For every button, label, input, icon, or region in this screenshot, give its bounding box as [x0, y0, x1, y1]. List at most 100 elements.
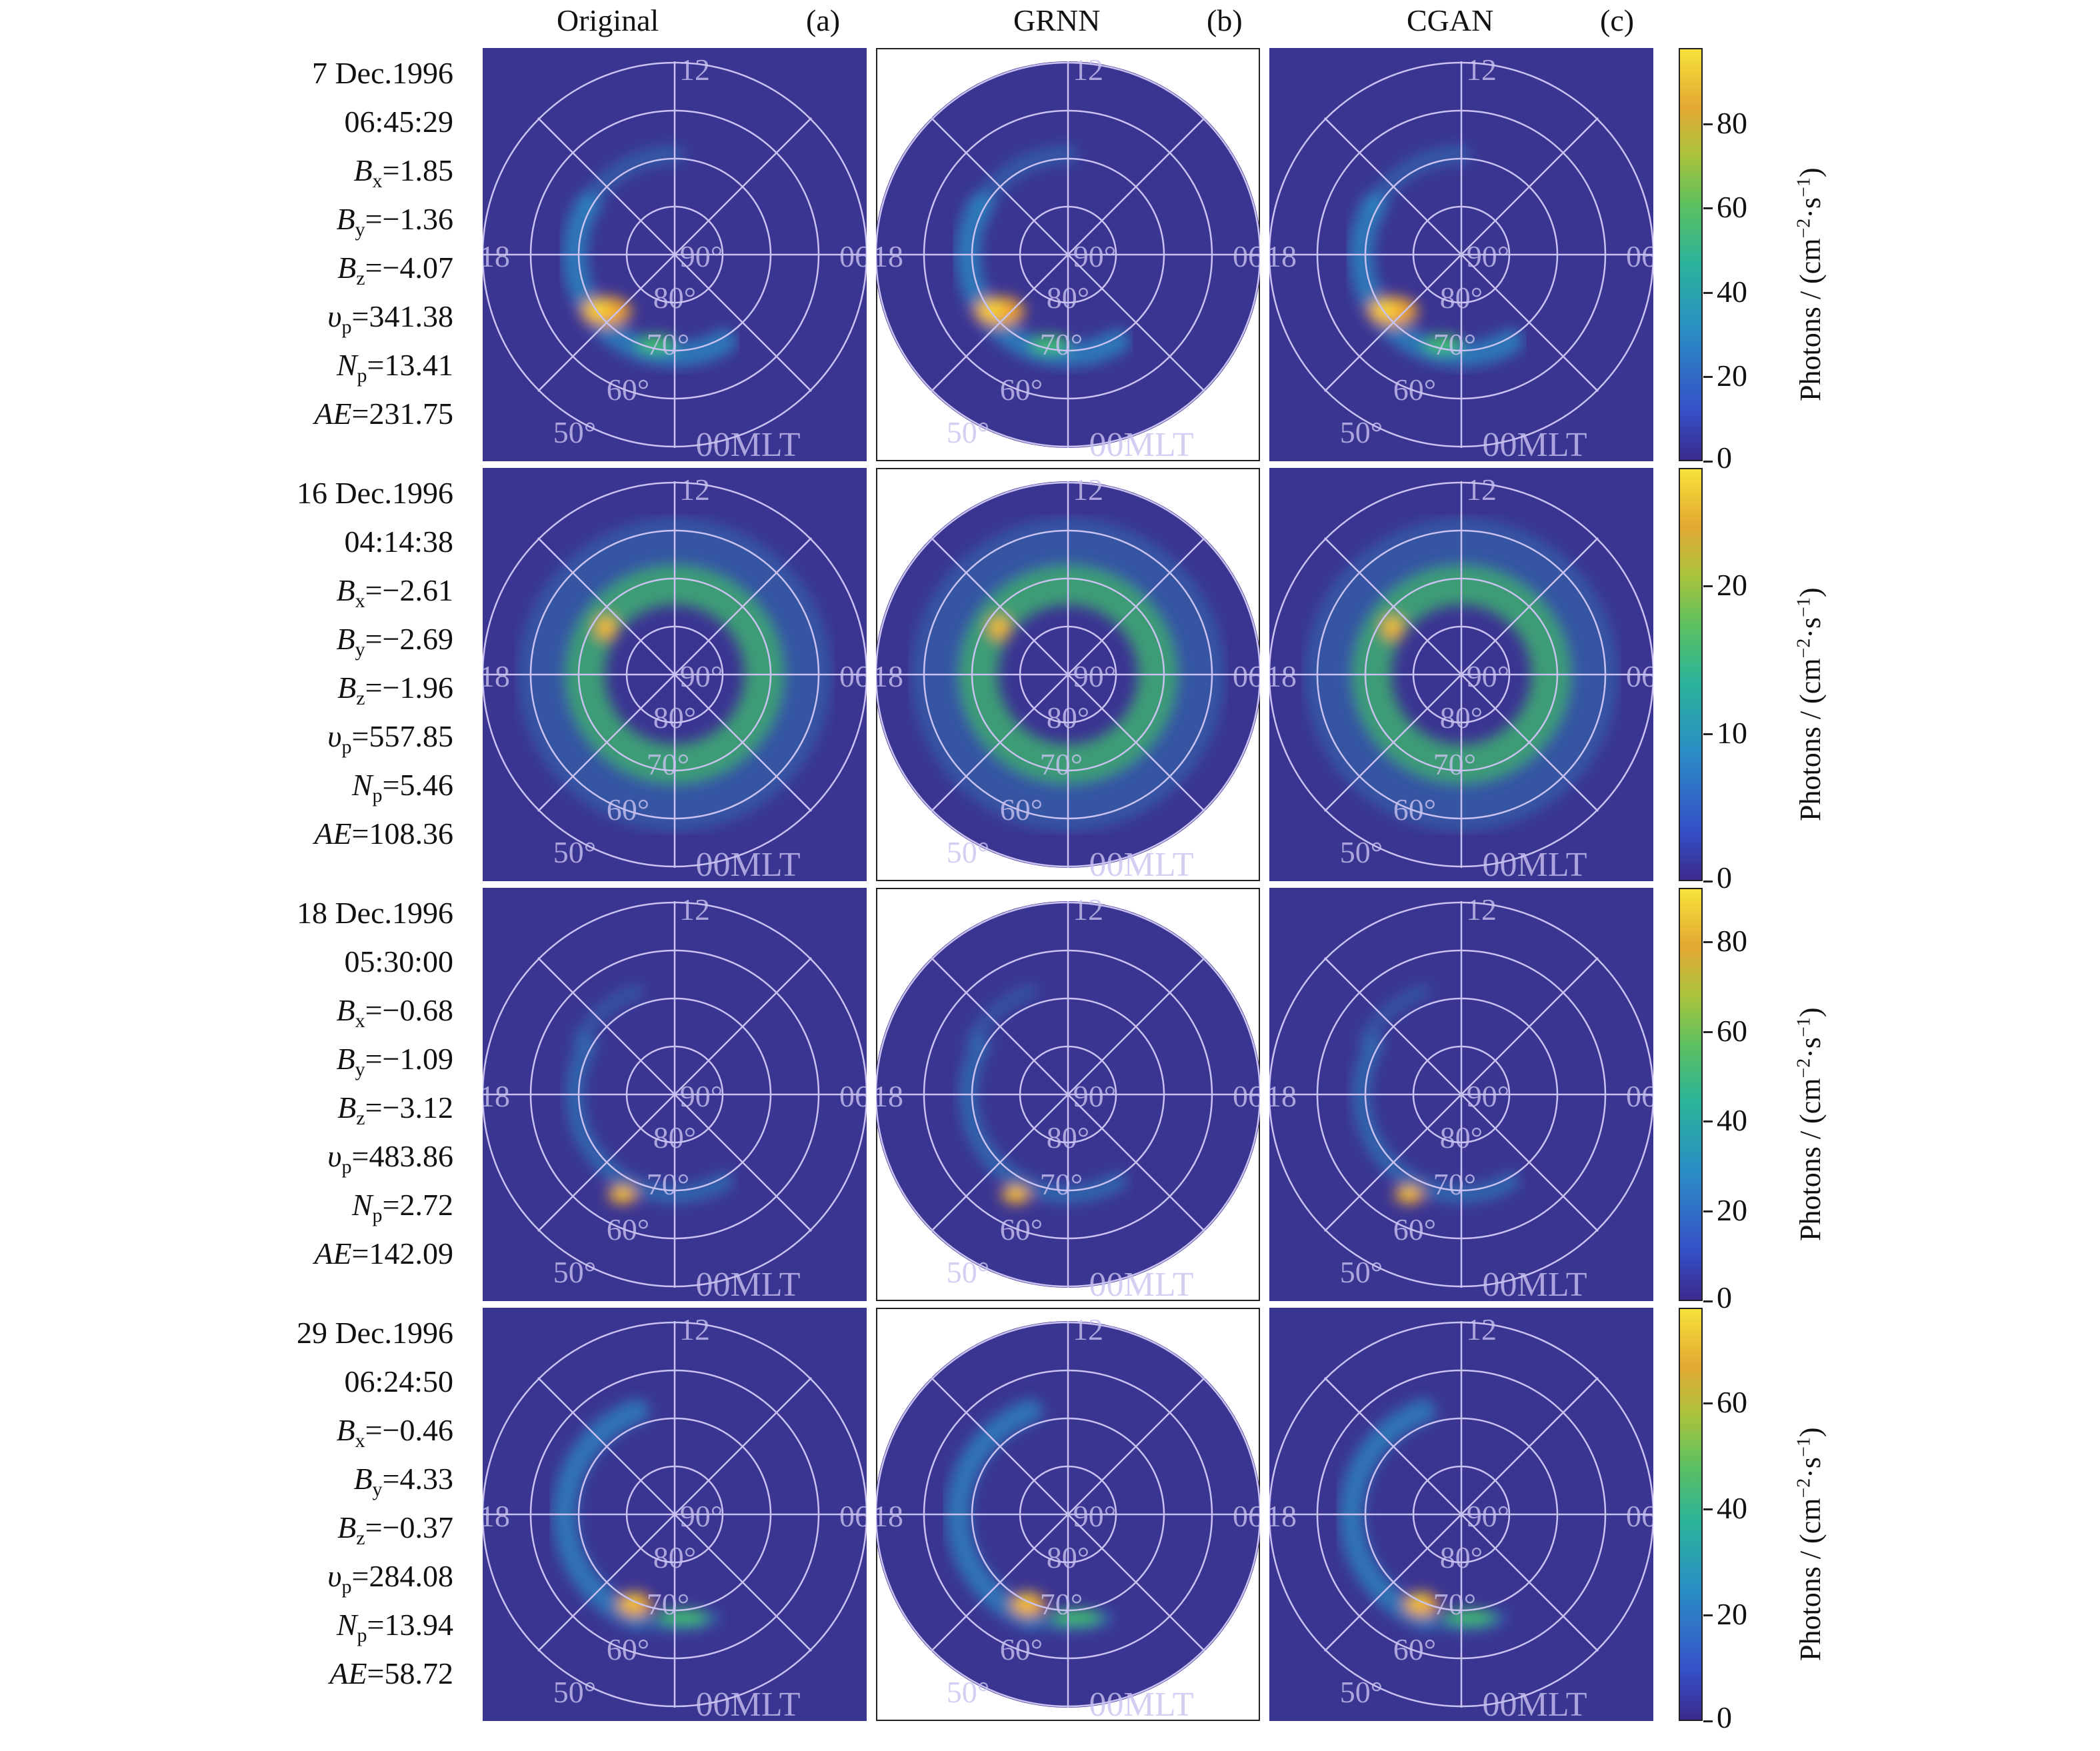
param-subscript: y	[355, 639, 365, 661]
mlt-label-00: 00MLT	[1089, 426, 1194, 461]
mlt-label-12: 12	[679, 892, 710, 926]
param-symbol: υ	[327, 1559, 342, 1593]
mlt-label-00: 00MLT	[1089, 1686, 1194, 1721]
colorbar-tick	[1703, 207, 1713, 210]
param-subscript: y	[355, 219, 365, 241]
colorbar-tick-label: 60	[1717, 1385, 1747, 1420]
colorbar-tick	[1703, 376, 1713, 379]
param-bx: Bx=−0.68	[337, 990, 454, 1041]
param-symbol: AE	[314, 817, 352, 851]
mlt-label-00: 00MLT	[1483, 1686, 1587, 1721]
colorbar-tick	[1703, 1030, 1713, 1033]
polar-plot-original: 12 18 06 90° 80° 70° 60° 50° 00MLT	[483, 1308, 867, 1721]
param-vp: υp=557.85	[327, 717, 453, 767]
param-symbol: υ	[327, 1139, 342, 1173]
mlt-label-18: 18	[876, 1079, 903, 1113]
param-symbol: N	[336, 348, 357, 382]
polar-grid	[483, 901, 867, 1288]
colorbar-tick-label: 40	[1717, 274, 1747, 309]
param-value: =5.46	[382, 768, 453, 802]
colorbar-tick-label: 40	[1717, 1491, 1747, 1526]
param-symbol: B	[337, 1510, 357, 1544]
param-value: =58.72	[367, 1656, 453, 1690]
mlt-label-06: 06	[839, 1079, 867, 1113]
param-value: =483.86	[351, 1139, 453, 1173]
lat-label-50: 50°	[1340, 835, 1383, 869]
polar-plot-original: 12 18 06 90° 80° 70° 60° 50° 00MLT	[483, 468, 867, 881]
mlt-label-12: 12	[679, 473, 710, 507]
lat-label-90: 90°	[1073, 659, 1116, 693]
lat-label-90: 90°	[1073, 239, 1116, 273]
param-value: 7 Dec.1996	[311, 56, 453, 90]
lat-label-90: 90°	[1467, 239, 1509, 273]
lat-label-80: 80°	[653, 1120, 696, 1154]
mlt-label-00: 00MLT	[696, 1686, 801, 1721]
colorbar-unit-label: Photons / (cm−2·s−1)	[1793, 587, 1827, 821]
panel-cgan: 12 18 06 90° 80° 70° 60° 50° 00MLT	[1269, 1308, 1653, 1721]
param-value: 29 Dec.1996	[296, 1316, 453, 1350]
mlt-label-00: 00MLT	[1089, 846, 1194, 881]
mlt-label-12: 12	[1073, 53, 1103, 87]
polar-grid	[1269, 61, 1653, 448]
mlt-label-06: 06	[1626, 659, 1653, 693]
aurora-emission	[911, 518, 1225, 831]
colorbar-tick-label: 60	[1717, 1013, 1747, 1048]
aurora-emission	[1305, 518, 1618, 831]
polar-plot-grnn: 12 18 06 90° 80° 70° 60° 50° 00MLT	[876, 468, 1260, 881]
parameter-list: 18 Dec.1996 05:30:00 Bx=−0.68 By=−1.09 Bz=−3…	[173, 888, 453, 1301]
colorbar-tick	[1703, 1120, 1713, 1123]
param-bz: Bz=−0.37	[337, 1508, 453, 1558]
mlt-label-12: 12	[1073, 1312, 1103, 1346]
param-vp: υp=341.38	[327, 297, 453, 347]
lat-label-60: 60°	[1393, 1632, 1436, 1666]
colorbar	[1679, 888, 1703, 1301]
param-subscript: p	[341, 1156, 352, 1178]
panel-original: 12 18 06 90° 80° 70° 60° 50° 00MLT	[483, 468, 867, 881]
param-subscript: z	[356, 1107, 365, 1130]
mlt-label-12: 12	[679, 1312, 710, 1346]
param-subscript: p	[372, 1204, 383, 1227]
lat-label-80: 80°	[1440, 1120, 1483, 1154]
mlt-label-12: 12	[1466, 473, 1497, 507]
param-bz: Bz=−4.07	[337, 248, 453, 299]
colorbar-tick-label: 20	[1717, 1193, 1747, 1228]
lat-label-70: 70°	[1433, 327, 1476, 361]
param-value: =−3.12	[365, 1090, 453, 1124]
event-time: 06:45:29	[344, 102, 453, 142]
lat-label-80: 80°	[1047, 281, 1089, 315]
param-value: =−0.46	[365, 1413, 453, 1447]
colorbar-unit-label: Photons / (cm−2·s−1)	[1793, 1007, 1827, 1241]
param-value: =−1.36	[365, 202, 453, 236]
mlt-label-06: 06	[1626, 239, 1653, 273]
param-subscript: z	[356, 267, 365, 290]
lat-label-90: 90°	[680, 239, 723, 273]
lat-label-70: 70°	[1040, 1587, 1083, 1621]
param-value: 06:24:50	[344, 1364, 453, 1398]
mlt-label-06: 06	[839, 239, 867, 273]
lat-label-70: 70°	[647, 747, 689, 781]
lat-label-50: 50°	[1340, 1675, 1383, 1709]
mlt-label-18: 18	[1269, 1079, 1297, 1113]
param-symbol: AE	[314, 397, 352, 431]
lat-label-60: 60°	[1393, 373, 1436, 407]
param-value: =284.08	[351, 1559, 453, 1593]
lat-label-80: 80°	[1047, 1120, 1089, 1154]
param-value: =2.72	[382, 1188, 453, 1222]
mlt-label-00: 00MLT	[1483, 426, 1587, 461]
param-symbol: AE	[329, 1656, 367, 1690]
panel-cgan: 12 18 06 90° 80° 70° 60° 50° 00MLT	[1269, 468, 1653, 881]
colorbar-tick	[1703, 291, 1713, 294]
lat-label-80: 80°	[653, 701, 696, 735]
lat-label-70: 70°	[1433, 747, 1476, 781]
polar-plot-cgan: 12 18 06 90° 80° 70° 60° 50° 00MLT	[1269, 1308, 1653, 1721]
param-subscript: p	[357, 1624, 367, 1647]
param-bx: Bx=1.85	[353, 151, 453, 201]
param-value: =231.75	[351, 397, 453, 431]
lat-label-50: 50°	[553, 835, 596, 869]
lat-label-50: 50°	[1340, 1255, 1383, 1289]
colorbar-tick-label: 20	[1717, 568, 1747, 603]
panel-original: 12 18 06 90° 80° 70° 60° 50° 00MLT	[483, 48, 867, 461]
lat-label-90: 90°	[680, 1499, 723, 1533]
event-time: 05:30:00	[344, 942, 453, 982]
parameter-list: 16 Dec.1996 04:14:38 Bx=−2.61 By=−2.69 Bz=−1…	[173, 468, 453, 881]
